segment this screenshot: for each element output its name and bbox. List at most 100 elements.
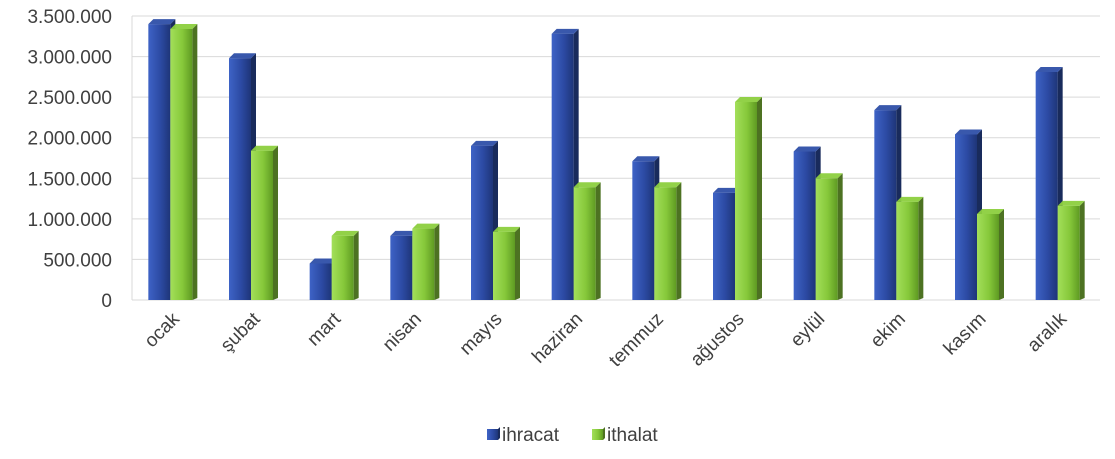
bar-front [170,28,193,301]
bar-top [471,140,498,146]
bar-front [229,58,251,300]
bar-ithalat [654,182,682,300]
bar-top [331,230,359,236]
y-tick-label: 3.500.000 [27,7,112,28]
x-tick-label: ocak [141,308,185,352]
bar-front [1035,71,1058,300]
bar-front [815,178,838,300]
bar-top [955,129,982,135]
bar-top [412,223,440,229]
bar-top [573,182,601,188]
y-axis: 0 500.000 1.000.000 1.500.000 2.000.000 2.500… [27,7,133,312]
x-tick-label: eylül [787,309,829,351]
bar-side [757,97,762,300]
bar-front [551,33,574,300]
legend-swatch [487,429,498,440]
bar-top [815,173,843,179]
x-axis: ocak şubat mart nisan mayıs haziran temmuz ağus… [141,308,1072,371]
bar-front [896,201,919,300]
bar-top [735,97,762,103]
bar-ithalat [896,196,924,300]
bar-front [331,235,354,300]
legend-label: ihracat [502,425,560,446]
bars [148,19,1085,301]
x-tick-label: mayıs [456,309,507,360]
bar-front [390,235,413,300]
bar-front [793,151,816,300]
bar-top [148,19,176,25]
bar-front [309,263,332,300]
bar-top [1035,66,1063,72]
x-tick-label: haziran [528,309,587,368]
bar-top [251,145,278,151]
bar-front [573,187,596,300]
legend-entry-ihracat: ihracat [487,425,560,446]
bar-top [390,230,418,236]
bar-ithalat [573,182,601,300]
x-tick-label: mart [303,308,345,350]
bar-front [412,228,435,300]
bar-side [515,226,520,300]
bar-top [977,208,1004,214]
bar-front [148,24,171,300]
x-tick-label: temmuz [605,309,668,372]
bar-top [654,182,682,188]
x-tick-label: kasım [940,309,991,360]
bar-side [192,23,198,301]
bar-front [977,213,999,300]
bar-front [632,161,655,300]
bar-top [170,23,198,29]
x-tick-label: şubat [217,308,265,356]
bar-ithalat [815,173,843,300]
bar-ithalat [251,145,278,300]
legend-entry-ithalat: ithalat [592,425,658,446]
bar-ithalat [493,226,520,300]
legend-swatch-side [498,427,500,440]
y-tick-label: 0 [101,291,112,312]
bar-front [493,231,515,300]
bar-side [918,196,924,300]
y-tick-label: 2.000.000 [27,129,112,150]
x-tick-label: aralık [1023,308,1071,356]
legend-swatch [592,429,603,440]
bar-ithalat [412,223,440,300]
x-tick-label: ağustos [687,309,749,371]
bar-ithalat [331,230,359,300]
bar-top [229,53,256,59]
bar-top [632,156,660,162]
bar-front [955,134,977,300]
x-tick-label: ekim [867,309,910,352]
bar-front [1057,205,1080,300]
bar-front [713,192,735,300]
y-tick-label: 2.500.000 [27,88,112,109]
bar-ithalat [977,208,1004,300]
bar-top [551,28,579,34]
y-tick-label: 1.500.000 [27,169,112,190]
y-tick-label: 1.000.000 [27,210,112,231]
bar-top [793,146,821,152]
bar-front [874,110,897,300]
y-tick-label: 3.000.000 [27,48,112,69]
bar-top [896,196,924,202]
x-tick-label: nisan [379,309,426,356]
bar-front [251,150,273,300]
bar-side [595,182,601,300]
bar-ithalat [1057,200,1085,300]
bar-side [273,145,278,300]
bar-side [999,208,1004,300]
legend-label: ithalat [607,425,658,446]
bar-front [471,145,493,300]
bar-top [874,105,902,111]
bar-front [735,102,757,300]
legend-swatch-side [603,427,605,440]
bar-top [713,187,740,193]
bar-ithalat [735,97,762,300]
bar-side [837,173,843,300]
bar-side [676,182,682,300]
bar-top [1057,200,1085,206]
bar-side [434,223,440,300]
y-tick-label: 500.000 [43,250,112,271]
bar-side [353,230,359,300]
